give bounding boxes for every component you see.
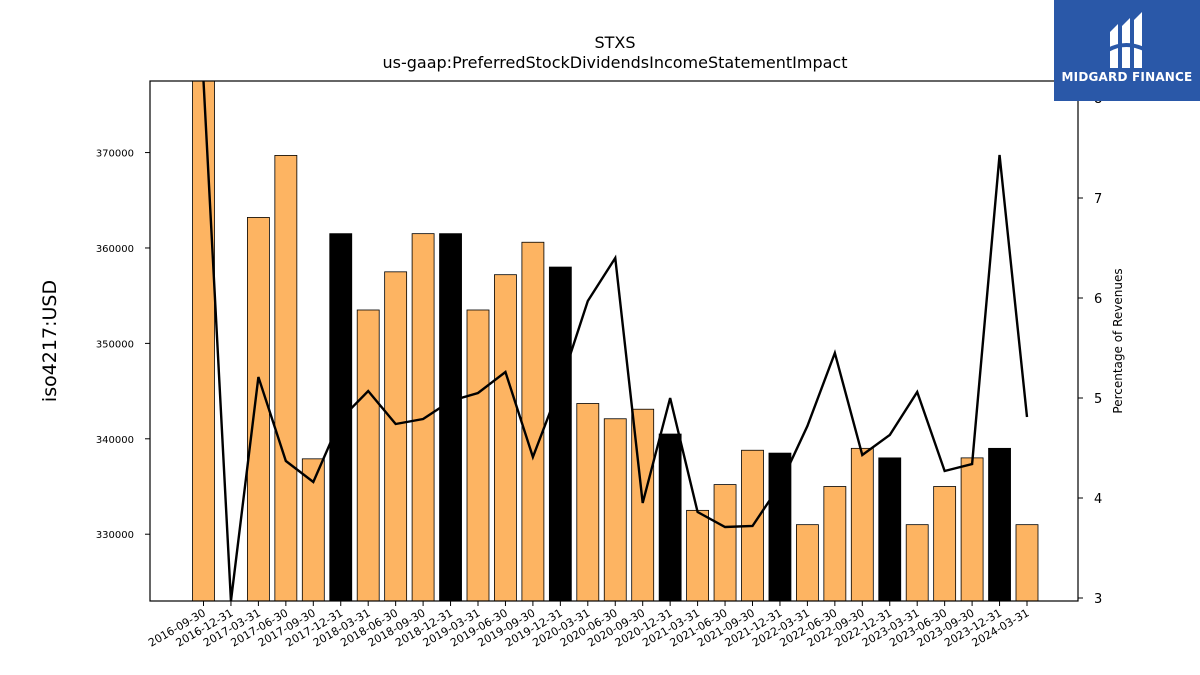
bar-2019-06-30 [494, 274, 517, 602]
y2-tick-label: 6 [1094, 292, 1102, 307]
bar-2018-03-31 [356, 309, 380, 602]
bar-2017-06-30 [274, 155, 298, 602]
bar-2020-06-30 [603, 418, 627, 602]
y-tick-label: 360000 [96, 244, 134, 255]
bar-2021-12-31 [768, 452, 792, 602]
bar-2018-06-30 [384, 271, 408, 602]
bar-2018-09-30 [411, 233, 435, 602]
logo-text: MIDGARD FINANCE [1061, 70, 1193, 84]
y2-axis-ticks: 345678 [1078, 92, 1102, 607]
bar-2016-09-30 [192, 80, 215, 602]
bar-2023-03-31 [905, 524, 929, 602]
bar-2018-12-31 [439, 233, 462, 602]
bar-2024-03-31 [1015, 524, 1039, 602]
bar-2023-09-30 [960, 457, 984, 602]
bar-2021-03-31 [686, 509, 709, 602]
bar-2022-09-30 [850, 447, 874, 602]
y-tick-label: 350000 [96, 339, 134, 350]
bar-2020-03-31 [576, 403, 600, 602]
bar-2022-06-30 [823, 486, 847, 602]
y2-tick-label: 7 [1094, 192, 1102, 207]
y-tick-label: 330000 [96, 530, 134, 541]
y2-tick-label: 5 [1094, 392, 1102, 407]
bar-2020-12-31 [658, 433, 682, 602]
x-axis-ticks: 2016-09-302016-12-312017-03-312017-06-30… [146, 601, 1032, 650]
bar-2022-03-31 [796, 524, 819, 602]
bar-2019-03-31 [466, 309, 490, 602]
bar-2017-03-31 [246, 217, 270, 602]
bar-2023-12-31 [988, 447, 1011, 602]
y-tick-label: 340000 [96, 435, 134, 446]
y2-axis-label: Percentage of Revenues [1111, 268, 1125, 413]
bar-2021-06-30 [713, 484, 737, 602]
y-axis-ticks: 330000 340000 350000 360000 370000 [96, 149, 150, 541]
bar-2019-12-31 [548, 266, 572, 602]
y2-tick-label: 3 [1094, 592, 1102, 607]
chart-subtitle: us-gaap:PreferredStockDividendsIncomeSta… [383, 53, 848, 72]
chart-title: STXS [594, 33, 635, 52]
bar-2022-12-31 [878, 457, 902, 602]
logo-mark-icon [1107, 12, 1147, 68]
bars-layer [192, 80, 1039, 602]
bar-2023-06-30 [933, 486, 957, 602]
y-tick-label: 370000 [96, 149, 134, 160]
y-axis-label: iso4217:USD [39, 280, 61, 402]
y2-tick-label: 4 [1094, 492, 1102, 507]
plot-frame [149, 80, 1079, 602]
bar-2019-09-30 [521, 241, 545, 602]
brand-logo: MIDGARD FINANCE [1054, 0, 1200, 101]
